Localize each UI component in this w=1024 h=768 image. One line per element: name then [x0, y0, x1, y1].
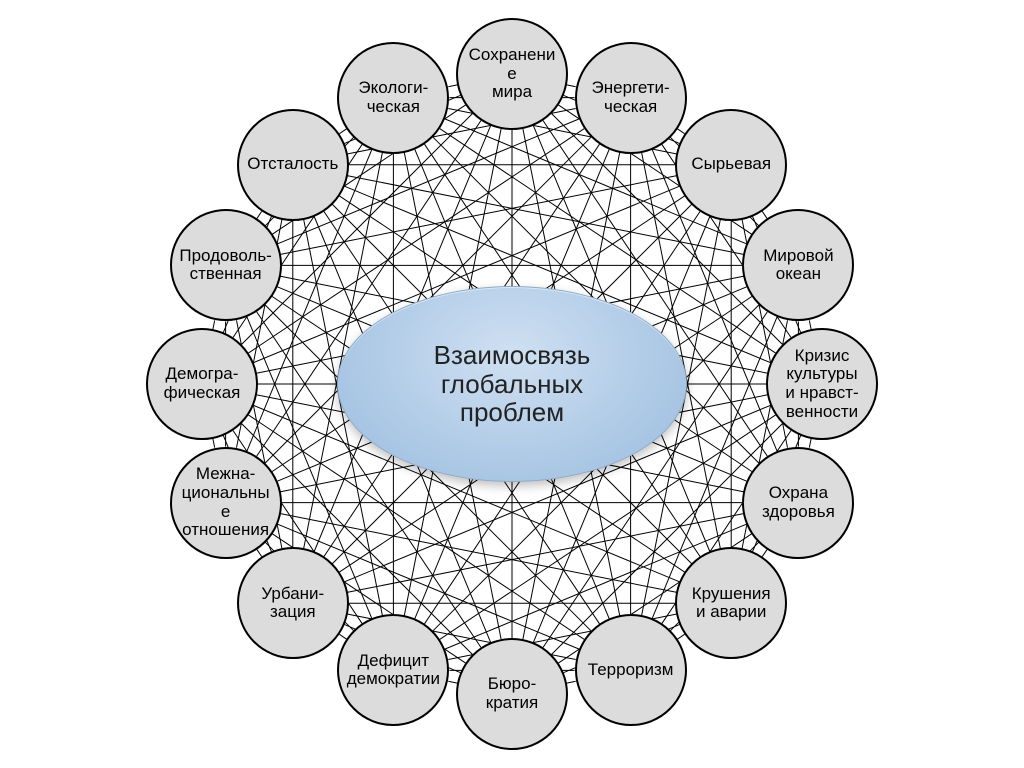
node-label: Мировой океан [757, 243, 839, 288]
node-label: Отсталость [241, 151, 344, 178]
node-byurokratiya: Бюро- кратия [456, 638, 568, 750]
node-ekologicheskaya: Экологи- ческая [337, 42, 449, 154]
node-label: Энергети- ческая [586, 75, 676, 120]
node-okhrana-zdorovya: Охрана здоровья [742, 447, 854, 559]
node-energeticheskaya: Энергети- ческая [575, 42, 687, 154]
node-label: Экологи- ческая [352, 75, 434, 120]
node-label: Урбани- зация [255, 581, 330, 626]
node-label: Сырьевая [685, 151, 777, 178]
node-label: Кризис культуры и нравст- венности [779, 343, 864, 426]
node-label: Демогра- фическая [158, 361, 247, 406]
node-krusheniya-avarii: Крушения и аварии [675, 547, 787, 659]
diagram-stage: Сохранение мира Энергети- ческая Сырьева… [0, 0, 1024, 768]
node-defitsit-demokratii: Дефицит демократии [337, 614, 449, 726]
node-sokhranenie-mira: Сохранение мира [456, 18, 568, 130]
node-krizis-kultury: Кризис культуры и нравст- венности [766, 328, 878, 440]
node-label: Дефицит демократии [341, 648, 446, 693]
node-label: Продоволь- ственная [173, 243, 278, 288]
node-label: Крушения и аварии [686, 581, 777, 626]
node-terrorizm: Терроризм [575, 614, 687, 726]
node-label: Сохранение мира [458, 42, 566, 106]
center-label: Взаимосвязь глобальных проблем [428, 337, 597, 431]
node-otstalost: Отсталость [237, 109, 349, 221]
node-label: Бюро- кратия [480, 671, 544, 716]
node-urbanizatsiya: Урбани- зация [237, 547, 349, 659]
node-label: Межна- циональные отношения [172, 461, 280, 544]
node-mezhnatsionalnye: Межна- циональные отношения [170, 447, 282, 559]
center-node: Взаимосвязь глобальных проблем [337, 286, 687, 482]
node-prodovolstvennaya: Продоволь- ственная [170, 209, 282, 321]
node-label: Охрана здоровья [756, 480, 841, 525]
node-label: Терроризм [582, 657, 680, 684]
node-syryevaya: Сырьевая [675, 109, 787, 221]
node-demograficheskaya: Демогра- фическая [146, 328, 258, 440]
node-mirovoi-okean: Мировой океан [742, 209, 854, 321]
